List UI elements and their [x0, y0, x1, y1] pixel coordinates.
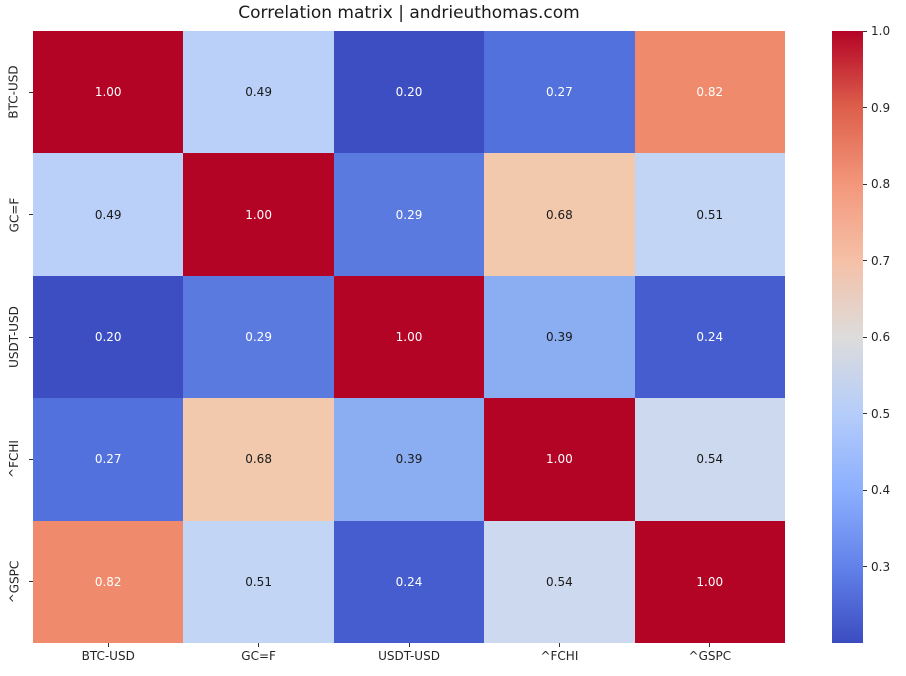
heatmap-cell-^GSPC-^GSPC: 1.00 [634, 520, 785, 643]
heatmap-cell-^FCHI-GC=F: 0.68 [183, 398, 334, 521]
cell-value: 1.00 [696, 574, 724, 589]
y-axis-label-^FCHI: ^FCHI [0, 398, 28, 520]
heatmap-cell-GC=F-^FCHI: 0.68 [484, 153, 635, 276]
heatmap-cell-USDT-USD-BTC-USD: 0.20 [33, 275, 184, 399]
y-axis-ticks [29, 31, 33, 643]
heatmap-cell-GC=F-BTC-USD: 0.49 [33, 153, 184, 276]
cell-value: 0.27 [94, 452, 122, 467]
y-axis-labels: BTC-USD GC=F USDT-USD ^FCHI ^GSPC [0, 31, 28, 643]
heatmap-cell-^GSPC-USDT-USD: 0.24 [333, 520, 485, 643]
x-tick-mark [33, 643, 183, 647]
cell-value: 0.51 [696, 207, 724, 222]
heatmap-grid: 1.00 0.49 0.20 0.27 0.82 0.49 1.00 0.29 0.68 0.51… [33, 31, 785, 643]
heatmap-cell-^FCHI-^FCHI: 1.00 [484, 398, 635, 521]
heatmap-cell-^GSPC-BTC-USD: 0.82 [33, 520, 184, 643]
heatmap-cell-^FCHI-^GSPC: 0.54 [634, 398, 785, 521]
heatmap-cell-GC=F-GC=F: 1.00 [183, 153, 334, 276]
heatmap-cell-USDT-USD-GC=F: 0.29 [183, 275, 334, 399]
cell-value: 0.29 [395, 207, 423, 222]
heatmap-cell-BTC-USD-GC=F: 0.49 [183, 31, 334, 154]
y-tick-mark [29, 276, 33, 398]
cell-value: 0.24 [395, 574, 423, 589]
cell-value: 0.49 [245, 85, 272, 100]
heatmap-cell-BTC-USD-^GSPC: 0.82 [634, 31, 785, 154]
cell-value: 0.27 [546, 85, 573, 100]
cell-value: 0.82 [696, 85, 724, 100]
y-axis-label-text: GC=F [7, 197, 22, 232]
heatmap-cell-GC=F-USDT-USD: 0.29 [333, 153, 485, 276]
cell-value: 0.54 [546, 574, 573, 589]
cell-value: 0.54 [696, 452, 724, 467]
heatmap-cell-BTC-USD-^FCHI: 0.27 [484, 31, 635, 154]
x-tick-mark [183, 643, 333, 647]
x-axis-labels: BTC-USD GC=F USDT-USD ^FCHI ^GSPC [33, 649, 785, 663]
colorbar-gradient [832, 31, 863, 643]
cell-value: 0.24 [696, 329, 724, 344]
cell-value: 0.68 [245, 452, 272, 467]
x-axis-label-^GSPC: ^GSPC [688, 649, 732, 663]
heatmap-cell-BTC-USD-BTC-USD: 1.00 [33, 31, 184, 154]
y-tick-mark [29, 31, 33, 153]
cell-value: 1.00 [395, 329, 423, 344]
y-axis-label-USDT-USD: USDT-USD [0, 276, 28, 398]
heatmap-cell-USDT-USD-^FCHI: 0.39 [484, 275, 635, 399]
y-axis-label-text: BTC-USD [7, 65, 21, 119]
cell-value: 0.20 [94, 329, 122, 344]
x-axis-label-BTC-USD: BTC-USD [81, 649, 135, 663]
cell-value: 1.00 [546, 452, 573, 467]
heatmap-cell-^FCHI-USDT-USD: 0.39 [333, 398, 485, 521]
y-axis-label-text: USDT-USD [7, 306, 21, 368]
chart-title: Correlation matrix | andrieuthomas.com [238, 3, 580, 23]
x-axis-label-USDT-USD: USDT-USD [378, 649, 440, 663]
x-tick-mark [635, 643, 785, 647]
cell-value: 0.51 [245, 574, 272, 589]
colorbar-tick-labels: 1.0 0.9 0.8 0.7 0.6 0.5 0.4 0.3 [863, 25, 906, 643]
heatmap-cell-^GSPC-^FCHI: 0.54 [484, 520, 635, 643]
x-axis-label-GC=F: GC=F [241, 649, 276, 663]
cell-value: 0.49 [94, 207, 122, 222]
y-axis-label-text: ^GSPC [7, 560, 21, 604]
x-tick-mark [484, 643, 634, 647]
heatmap-cell-USDT-USD-^GSPC: 0.24 [634, 275, 785, 399]
heatmap-cell-BTC-USD-USDT-USD: 0.20 [333, 31, 485, 154]
heatmap-cell-^FCHI-BTC-USD: 0.27 [33, 398, 184, 521]
y-tick-mark [29, 153, 33, 275]
heatmap-cell-USDT-USD-USDT-USD: 1.00 [333, 275, 485, 399]
colorbar [832, 31, 863, 643]
cell-value: 0.39 [546, 329, 573, 344]
cell-value: 0.20 [395, 85, 423, 100]
y-axis-label-^GSPC: ^GSPC [0, 521, 28, 643]
y-axis-label-GC=F: GC=F [0, 153, 28, 275]
y-axis-label-BTC-USD: BTC-USD [0, 31, 28, 153]
y-axis-label-text: ^FCHI [7, 440, 21, 479]
cell-value: 0.29 [245, 329, 272, 344]
x-axis-label-^FCHI: ^FCHI [540, 649, 579, 663]
y-tick-mark [29, 521, 33, 643]
cell-value: 0.68 [546, 207, 573, 222]
x-tick-mark [334, 643, 484, 647]
heatmap-cell-GC=F-^GSPC: 0.51 [634, 153, 785, 276]
heatmap-cell-^GSPC-GC=F: 0.51 [183, 520, 334, 643]
cell-value: 1.00 [94, 85, 122, 100]
cell-value: 1.00 [245, 207, 272, 222]
cell-value: 0.82 [94, 574, 122, 589]
cell-value: 0.39 [395, 452, 423, 467]
x-axis-ticks [33, 643, 785, 647]
y-tick-mark [29, 398, 33, 520]
